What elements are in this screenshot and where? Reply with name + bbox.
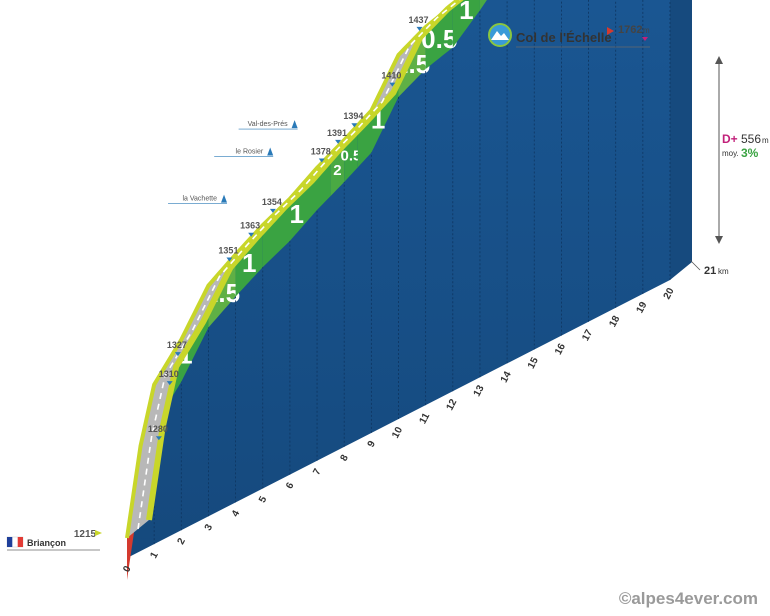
gradient-segment: [452, 0, 480, 48]
altitude-marker: [174, 352, 181, 357]
x-tick-label: 12: [445, 397, 460, 412]
road-surface: [125, 0, 464, 539]
altitude-marker: [416, 26, 423, 31]
x-tick-label: 11: [418, 411, 433, 426]
altitude-marker: [335, 139, 342, 144]
summit-flag-icon: [607, 27, 614, 35]
altitude-marker: [166, 381, 173, 386]
x-tick-label: 5: [257, 494, 270, 504]
church-icon: [221, 194, 228, 203]
altitude-label: 1363: [240, 221, 260, 231]
altitude-label: 1327: [167, 340, 187, 350]
x-tick-label: 8: [339, 453, 352, 463]
church-icon: [291, 120, 298, 129]
gradient-segment: [425, 5, 453, 70]
altitude-label: 1280: [148, 424, 168, 434]
summit-marker: Col de l'Échelle 1762 m: [488, 23, 650, 48]
altitude-marker: [269, 208, 276, 213]
gradient-label: 1: [289, 199, 303, 229]
altitude-label: 1354: [262, 197, 282, 207]
dplus-value: 556: [741, 132, 761, 146]
x-tick-label: 9: [366, 439, 379, 449]
gradient-label: 0.5: [341, 148, 362, 165]
x-tick-label: 4: [230, 508, 243, 518]
altitude-marker: [351, 123, 358, 128]
profile-end-cap: [670, 0, 692, 280]
start-altitude: 1215: [74, 529, 97, 540]
distance-total: 21 km: [689, 259, 729, 277]
altitude-marker: [389, 82, 396, 87]
gradient-label: 2: [333, 162, 341, 179]
altitude-label: 1351: [218, 246, 238, 256]
dplus-unit: m: [762, 136, 769, 145]
altitude-marker: [226, 257, 233, 262]
x-tick-label: 16: [553, 341, 568, 356]
avg-value: 3%: [741, 146, 759, 160]
x-tick-label: 6: [284, 480, 297, 490]
x-tick-label: 18: [607, 314, 622, 329]
summit-name: Col de l'Échelle: [516, 30, 612, 45]
place-name: la Vachette: [183, 196, 218, 203]
church-icon: [267, 147, 274, 156]
x-tick-label: 10: [390, 425, 405, 440]
distance-guides: [153, 0, 671, 545]
altitude-label: 1410: [381, 71, 401, 81]
summit-unit: m: [643, 26, 650, 35]
altitude-label: 1437: [408, 15, 428, 25]
altitude-label: 1310: [159, 369, 179, 379]
x-tick-label: 1: [148, 550, 161, 560]
road-edge-front: [125, 0, 460, 539]
gradient-label: 1: [459, 0, 473, 25]
altitude-label: 1391: [327, 128, 347, 138]
copyright: ©alpes4ever.com: [619, 589, 758, 608]
x-tick-label: 20: [662, 286, 677, 301]
x-tick-label: 17: [580, 328, 595, 343]
road-edge-back: [146, 0, 464, 521]
place-name: Val-des-Prés: [248, 121, 288, 128]
altitude-marker: [248, 232, 255, 237]
x-tick-label: 7: [311, 467, 324, 477]
altitude-labels: 1280 1310 1327 1351 1363 1354 1378 1391 1394 1410…: [148, 15, 429, 441]
x-tick-label: 14: [499, 369, 514, 384]
x-tick-label: 13: [472, 383, 487, 398]
altitude-label: 1394: [343, 111, 363, 121]
altitude-label: 1378: [311, 146, 331, 156]
x-tick-label: 19: [635, 300, 650, 315]
distance-unit: km: [718, 267, 729, 276]
x-tick-label: 0: [121, 564, 134, 574]
x-tick-label: 3: [203, 522, 216, 532]
start-name: Briançon: [27, 538, 66, 548]
climb-stats: D+ 556 m moy. 3%: [715, 56, 769, 244]
distance-value: 21: [704, 265, 716, 277]
gradient-segment: [235, 225, 263, 297]
summit-altitude: 1762: [618, 24, 642, 36]
gradient-segment: [479, 0, 487, 11]
dplus-label: D+: [722, 132, 738, 146]
place-name: le Rosier: [236, 148, 264, 155]
altitude-marker: [155, 436, 162, 441]
x-tick-label: 2: [176, 536, 189, 546]
x-tick-label: 15: [526, 355, 541, 370]
gradient-label: 1: [242, 248, 256, 278]
avg-label: moy.: [722, 149, 739, 158]
altitude-marker: [318, 158, 325, 163]
start-marker: Briançon 1215: [6, 529, 102, 551]
